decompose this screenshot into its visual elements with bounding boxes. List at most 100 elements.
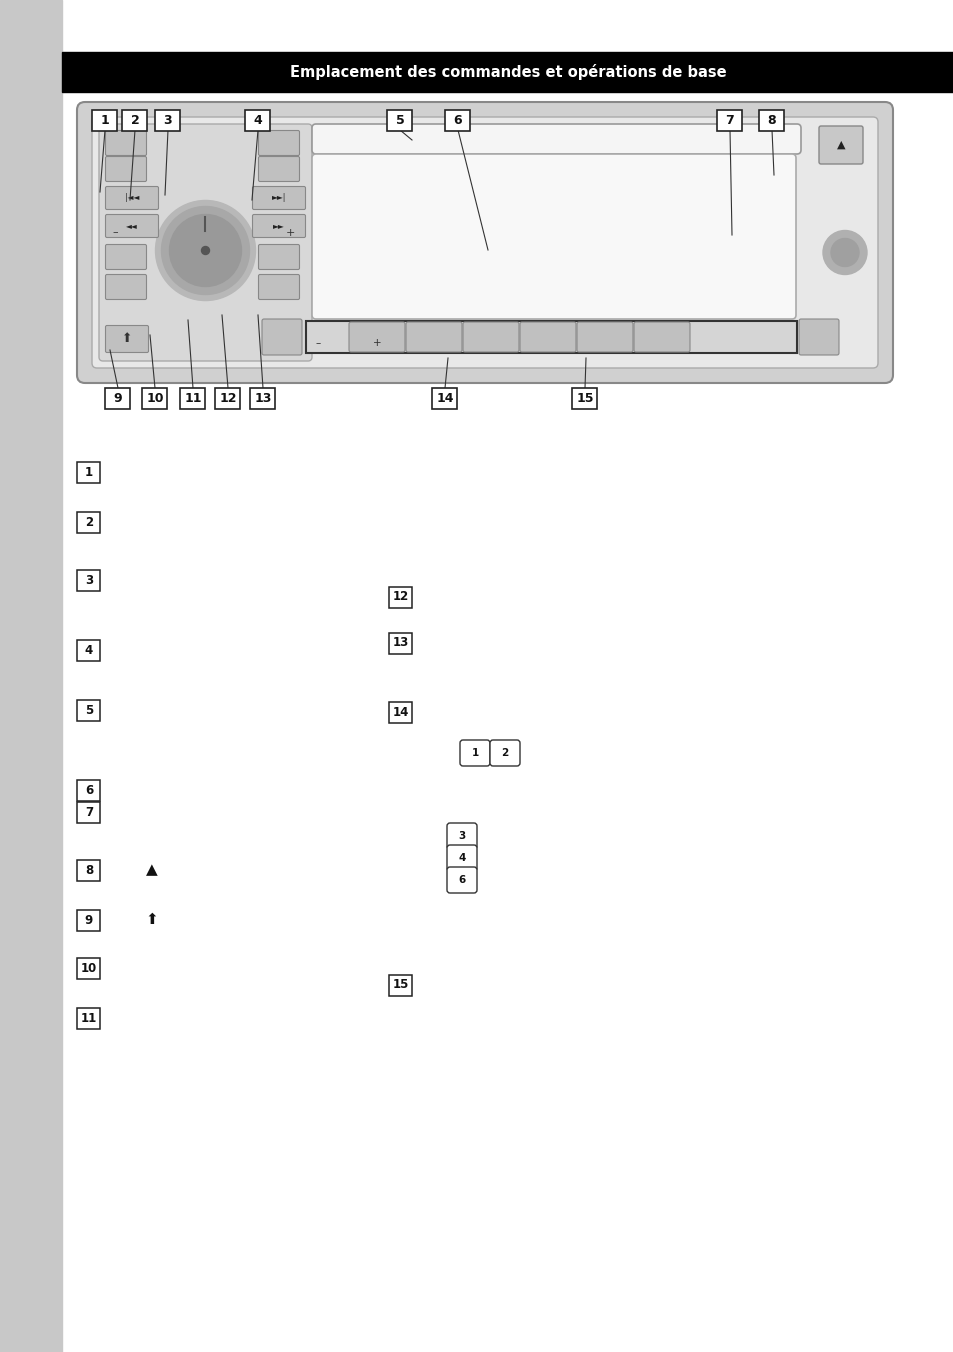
FancyBboxPatch shape (77, 802, 100, 822)
FancyBboxPatch shape (818, 126, 862, 164)
Text: 10: 10 (146, 392, 164, 404)
Text: 14: 14 (393, 706, 409, 718)
Text: ◄◄: ◄◄ (126, 222, 138, 230)
Text: 8: 8 (85, 864, 93, 876)
Text: 1: 1 (471, 748, 478, 758)
Text: 6: 6 (457, 875, 465, 886)
Text: 3: 3 (85, 573, 93, 587)
FancyBboxPatch shape (447, 845, 476, 871)
FancyBboxPatch shape (253, 215, 305, 238)
FancyBboxPatch shape (77, 910, 100, 930)
FancyBboxPatch shape (387, 110, 412, 131)
Text: Emplacement des commandes et opérations de base: Emplacement des commandes et opérations … (290, 64, 725, 80)
FancyBboxPatch shape (462, 322, 518, 352)
FancyBboxPatch shape (389, 587, 412, 607)
FancyBboxPatch shape (258, 131, 299, 155)
FancyBboxPatch shape (406, 322, 461, 352)
Text: 7: 7 (725, 114, 734, 127)
Text: ►►|: ►►| (272, 193, 286, 203)
Text: ►►: ►► (273, 222, 285, 230)
FancyBboxPatch shape (106, 274, 147, 300)
Text: –: – (315, 338, 320, 347)
FancyBboxPatch shape (106, 388, 131, 408)
FancyBboxPatch shape (759, 110, 783, 131)
Text: 4: 4 (253, 114, 262, 127)
FancyBboxPatch shape (77, 780, 100, 800)
FancyBboxPatch shape (77, 511, 100, 533)
FancyBboxPatch shape (577, 322, 633, 352)
FancyBboxPatch shape (142, 388, 168, 408)
Text: +: + (285, 227, 294, 238)
Text: 5: 5 (395, 114, 404, 127)
FancyBboxPatch shape (447, 823, 476, 849)
FancyBboxPatch shape (77, 957, 100, 979)
Text: 4: 4 (457, 853, 465, 863)
Text: ⬆: ⬆ (122, 333, 132, 346)
Text: 7: 7 (85, 806, 93, 818)
FancyBboxPatch shape (106, 157, 147, 181)
Text: 3: 3 (457, 831, 465, 841)
Text: ▲: ▲ (146, 863, 157, 877)
FancyBboxPatch shape (262, 319, 302, 356)
Text: |◄◄: |◄◄ (125, 193, 139, 203)
FancyBboxPatch shape (312, 124, 801, 154)
FancyBboxPatch shape (106, 245, 147, 269)
Text: 2: 2 (131, 114, 139, 127)
FancyBboxPatch shape (106, 326, 149, 353)
Text: 10: 10 (81, 961, 97, 975)
FancyBboxPatch shape (77, 101, 892, 383)
FancyBboxPatch shape (215, 388, 240, 408)
Text: 15: 15 (393, 979, 409, 991)
Ellipse shape (160, 200, 251, 300)
Text: 14: 14 (436, 392, 454, 404)
Circle shape (822, 230, 866, 274)
Text: –: – (112, 227, 117, 238)
Text: 8: 8 (767, 114, 776, 127)
FancyBboxPatch shape (155, 110, 180, 131)
FancyBboxPatch shape (77, 461, 100, 483)
Circle shape (155, 200, 255, 300)
Text: 11: 11 (184, 392, 201, 404)
FancyBboxPatch shape (447, 867, 476, 894)
Text: 2: 2 (85, 515, 93, 529)
Text: 3: 3 (164, 114, 172, 127)
FancyBboxPatch shape (106, 131, 147, 155)
Text: 1: 1 (85, 465, 93, 479)
FancyBboxPatch shape (312, 154, 795, 319)
Text: +: + (373, 338, 381, 347)
FancyBboxPatch shape (459, 740, 490, 767)
Text: 2: 2 (501, 748, 508, 758)
Text: 12: 12 (393, 591, 409, 603)
FancyBboxPatch shape (717, 110, 741, 131)
FancyBboxPatch shape (349, 322, 405, 352)
Text: 9: 9 (85, 914, 93, 926)
FancyBboxPatch shape (99, 124, 312, 361)
FancyBboxPatch shape (799, 319, 838, 356)
FancyBboxPatch shape (122, 110, 148, 131)
Text: 13: 13 (254, 392, 272, 404)
FancyBboxPatch shape (258, 157, 299, 181)
FancyBboxPatch shape (77, 860, 100, 880)
Text: ▲: ▲ (836, 141, 844, 150)
Text: ⬆: ⬆ (146, 913, 158, 927)
Text: 6: 6 (454, 114, 462, 127)
Bar (0, 0, 62, 1352)
Text: 1: 1 (100, 114, 110, 127)
FancyBboxPatch shape (251, 388, 275, 408)
FancyBboxPatch shape (258, 245, 299, 269)
FancyBboxPatch shape (634, 322, 689, 352)
Text: 4: 4 (85, 644, 93, 657)
Text: 13: 13 (393, 637, 409, 649)
FancyBboxPatch shape (258, 274, 299, 300)
FancyBboxPatch shape (253, 187, 305, 210)
FancyBboxPatch shape (519, 322, 576, 352)
Text: 15: 15 (576, 392, 593, 404)
Circle shape (830, 238, 858, 266)
FancyBboxPatch shape (91, 118, 877, 368)
Circle shape (161, 207, 250, 295)
Circle shape (170, 215, 241, 287)
FancyBboxPatch shape (432, 388, 457, 408)
Text: 6: 6 (85, 784, 93, 796)
FancyBboxPatch shape (245, 110, 271, 131)
FancyBboxPatch shape (92, 110, 117, 131)
